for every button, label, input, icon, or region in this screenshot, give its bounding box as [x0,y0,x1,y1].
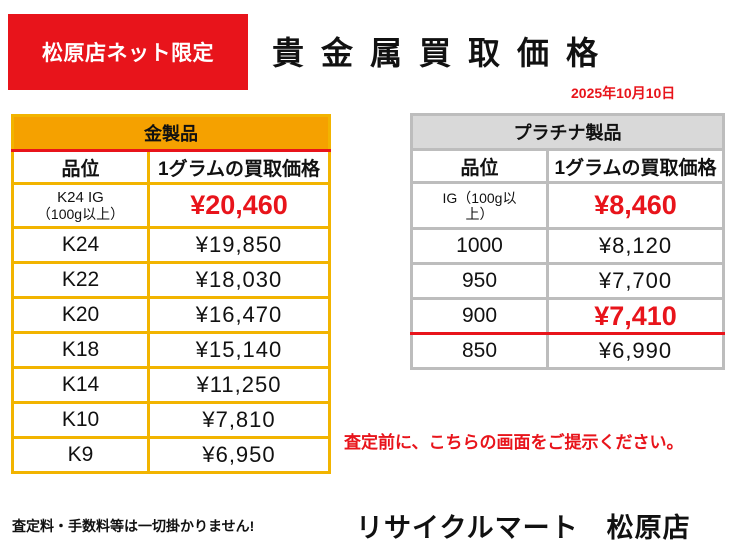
platinum-grade-header: 品位 [410,148,549,184]
show-screen-note: 査定前に、こちらの画面をご提示ください。 [344,433,684,452]
platinum-price-850: ¥6,990 [546,332,725,370]
gold-grade-k18: K18 [11,331,150,369]
gold-price-k14: ¥11,250 [147,366,331,404]
gold-price-k10: ¥7,810 [147,401,331,439]
no-fees-note: 査定料・手数料等は一切掛かりません! [12,518,255,534]
gold-grade-k14: K14 [11,366,150,404]
platinum-grade-1000: 1000 [410,227,549,265]
platinum-grade-900: 900 [410,297,549,335]
platinum-ig-grade-line2: 上） [465,205,494,222]
gold-price-k22: ¥18,030 [147,261,331,299]
gold-grade-k22: K22 [11,261,150,299]
platinum-ig-grade: IG（100g以 上） [410,181,549,230]
platinum-ig-price: ¥8,460 [546,181,725,230]
platinum-grade-850: 850 [410,332,549,370]
platinum-price-900: ¥7,410 [546,297,725,335]
gold-table-caption: 金製品 [11,114,331,152]
gold-price-k24: ¥19,850 [147,226,331,264]
platinum-ig-grade-line1: IG（100g以 [442,189,517,206]
gold-ig-price: ¥20,460 [147,182,331,229]
gold-price-header: 1グラムの買取価格 [147,149,331,185]
gold-price-k20: ¥16,470 [147,296,331,334]
gold-ig-grade: K24 IG （100g以上） [11,182,150,229]
platinum-price-table: プラチナ製品 品位 1グラムの買取価格 IG（100g以 上） ¥8,460 1… [410,113,725,370]
platinum-price-header: 1グラムの買取価格 [546,148,725,184]
platinum-price-1000: ¥8,120 [546,227,725,265]
platinum-table-caption: プラチナ製品 [410,113,725,151]
platinum-price-950: ¥7,700 [546,262,725,300]
gold-grade-header: 品位 [11,149,150,185]
gold-grade-k9: K9 [11,436,150,474]
gold-price-k9: ¥6,950 [147,436,331,474]
gold-ig-grade-line2: （100g以上） [36,205,125,222]
gold-price-k18: ¥15,140 [147,331,331,369]
page-title: 貴金属買取価格 [272,34,616,72]
price-date: 2025年10月10日 [571,85,676,101]
gold-ig-grade-line1: K24 IG [57,188,104,206]
gold-grade-k24: K24 [11,226,150,264]
platinum-grade-950: 950 [410,262,549,300]
gold-price-table: 金製品 品位 1グラムの買取価格 K24 IG （100g以上） ¥20,460… [11,114,331,474]
net-limited-badge: 松原店ネット限定 [8,14,248,90]
gold-grade-k10: K10 [11,401,150,439]
gold-grade-k20: K20 [11,296,150,334]
store-name: リサイクルマート 松原店 [356,513,691,543]
